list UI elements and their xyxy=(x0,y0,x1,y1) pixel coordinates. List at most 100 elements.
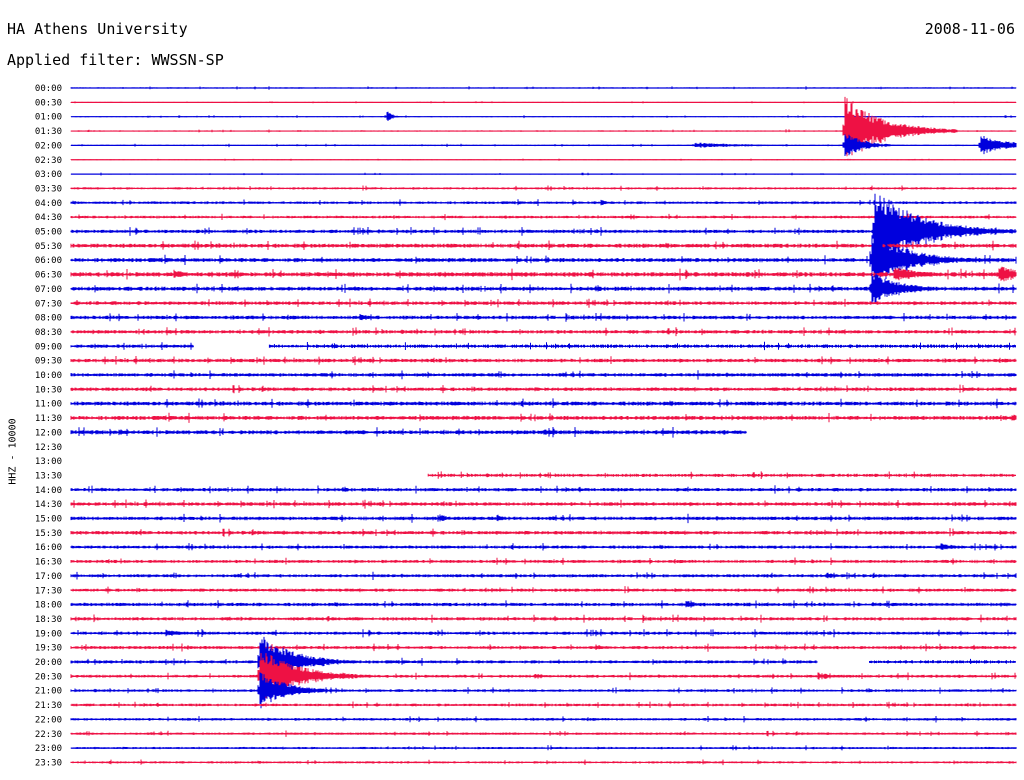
row-time-label: 14:00 xyxy=(35,486,62,496)
row-time-label: 23:00 xyxy=(35,744,62,754)
seismic-trace xyxy=(70,342,194,350)
seismic-trace xyxy=(70,745,1017,751)
row-time-label: 11:30 xyxy=(35,414,62,424)
row-time-label: 12:30 xyxy=(35,443,62,453)
seismic-trace xyxy=(70,384,1017,394)
row-time-label: 18:00 xyxy=(35,601,62,611)
seismic-trace xyxy=(70,172,1017,176)
seismic-trace xyxy=(70,111,1017,121)
seismic-trace xyxy=(70,528,1017,537)
row-time-label: 01:00 xyxy=(35,113,62,123)
row-time-label: 20:30 xyxy=(35,672,62,682)
row-time-label: 10:30 xyxy=(35,385,62,395)
row-time-label: 21:30 xyxy=(35,701,62,711)
row-time-label: 21:00 xyxy=(35,687,62,697)
seismic-trace xyxy=(70,730,1017,737)
filter-label: Applied filter: xyxy=(7,51,143,69)
row-time-label: 17:00 xyxy=(35,572,62,582)
seismic-trace xyxy=(70,571,1017,580)
seismic-trace xyxy=(70,313,1017,322)
row-time-label: 09:00 xyxy=(35,342,62,352)
seismic-trace xyxy=(70,629,1017,638)
row-time-label: 15:00 xyxy=(35,515,62,525)
seismic-trace xyxy=(70,701,1017,709)
row-time-label: 00:30 xyxy=(35,98,62,108)
seismic-trace xyxy=(70,134,1017,156)
row-time-label: 10:00 xyxy=(35,371,62,381)
seismic-trace xyxy=(70,240,1017,251)
seismic-trace xyxy=(70,672,1017,709)
seismic-trace xyxy=(869,658,1016,664)
seismic-trace xyxy=(70,185,1017,191)
row-time-label: 08:30 xyxy=(35,328,62,338)
seismic-trace xyxy=(70,636,818,683)
row-time-label: 13:00 xyxy=(35,457,62,467)
seismic-trace xyxy=(70,327,1017,337)
seismic-trace xyxy=(70,499,1017,509)
seismic-trace xyxy=(70,158,1017,161)
row-time-label: 03:30 xyxy=(35,184,62,194)
row-time-label: 01:30 xyxy=(35,127,62,137)
row-time-label: 05:00 xyxy=(35,228,62,238)
row-time-label: 09:30 xyxy=(35,357,62,367)
seismic-trace xyxy=(70,193,1017,260)
seismic-trace xyxy=(70,759,1017,766)
seismic-trace xyxy=(70,96,1017,157)
row-time-label: 00:00 xyxy=(35,84,62,94)
row-time-label: 22:30 xyxy=(35,730,62,740)
seismic-trace xyxy=(70,543,1017,551)
seismic-trace xyxy=(70,600,1017,609)
row-time-label: 04:00 xyxy=(35,199,62,209)
row-time-label: 16:30 xyxy=(35,558,62,568)
filter-value: WWSSN-SP xyxy=(151,51,224,69)
row-time-label: 13:30 xyxy=(35,471,62,481)
row-time-label: 07:30 xyxy=(35,299,62,309)
seismic-trace xyxy=(70,427,747,438)
seismic-trace xyxy=(70,199,1017,206)
page-title: HA Athens University xyxy=(7,20,188,38)
row-time-label: 11:00 xyxy=(35,400,62,410)
row-time-label: 08:00 xyxy=(35,314,62,324)
seismic-trace xyxy=(70,356,1017,366)
row-time-label: 15:30 xyxy=(35,529,62,539)
row-time-label: 22:00 xyxy=(35,715,62,725)
seismic-trace xyxy=(70,233,1017,285)
row-time-label: 16:00 xyxy=(35,543,62,553)
row-time-label: 18:30 xyxy=(35,615,62,625)
seismic-trace xyxy=(70,614,1017,623)
seismic-trace xyxy=(70,273,1017,303)
seismic-trace xyxy=(70,370,1017,380)
row-time-label: 04:30 xyxy=(35,213,62,223)
row-time-label: 17:30 xyxy=(35,586,62,596)
seismic-trace xyxy=(427,471,1016,479)
seismic-trace xyxy=(70,643,1017,652)
seismic-trace xyxy=(268,341,1016,351)
row-time-label: 02:30 xyxy=(35,156,62,166)
row-time-label: 14:30 xyxy=(35,500,62,510)
row-time-label: 02:00 xyxy=(35,141,62,151)
row-time-label: 03:00 xyxy=(35,170,62,180)
seismic-trace xyxy=(70,485,1017,494)
filter-line: Applied filter: WWSSN-SP xyxy=(7,51,224,69)
row-time-label: 20:00 xyxy=(35,658,62,668)
seismic-trace xyxy=(70,101,1017,104)
seismic-trace xyxy=(70,557,1017,565)
seismic-trace xyxy=(70,86,1017,90)
seismic-trace xyxy=(70,266,1017,282)
row-time-label: 06:30 xyxy=(35,271,62,281)
seismic-trace xyxy=(70,213,1017,221)
seismic-trace xyxy=(70,298,1017,308)
row-time-label: 07:00 xyxy=(35,285,62,295)
row-time-label: 23:30 xyxy=(35,758,62,768)
row-time-label: 19:00 xyxy=(35,629,62,639)
seismic-trace xyxy=(70,653,1017,700)
date-label: 2008-11-06 xyxy=(924,20,1015,38)
seismic-trace xyxy=(70,513,1017,524)
seismic-trace xyxy=(70,586,1017,594)
row-time-label: 05:30 xyxy=(35,242,62,252)
seismic-trace xyxy=(70,716,1017,723)
seismic-trace xyxy=(70,398,1017,409)
row-time-label: 12:00 xyxy=(35,428,62,438)
row-time-label: 19:30 xyxy=(35,644,62,654)
